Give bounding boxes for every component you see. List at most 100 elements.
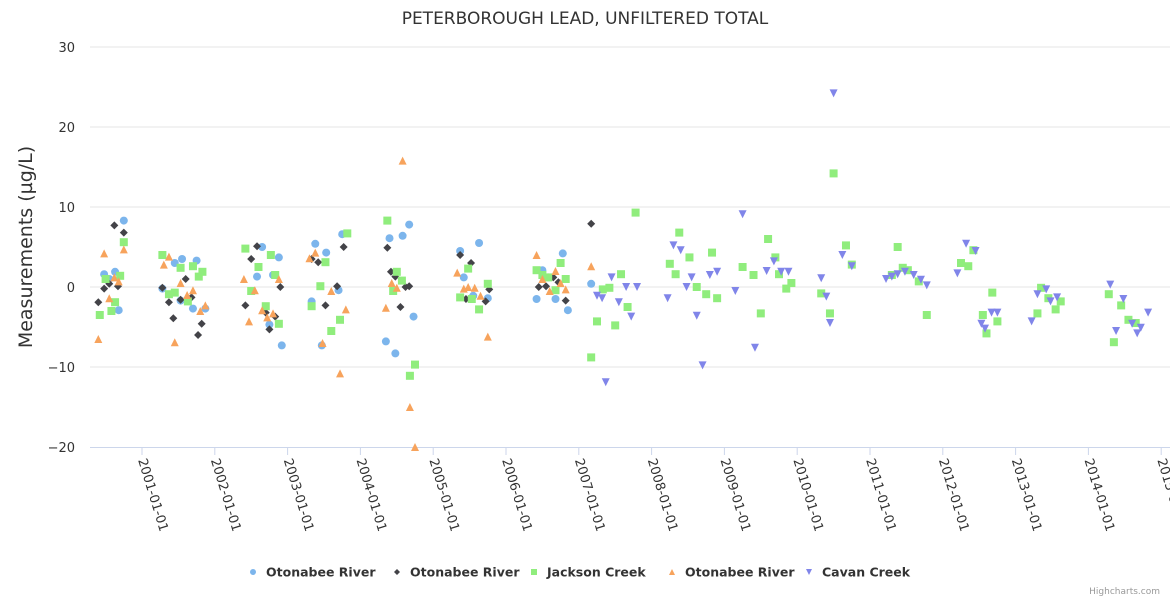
data-point[interactable] xyxy=(239,275,248,283)
data-point[interactable] xyxy=(198,267,207,276)
data-point[interactable] xyxy=(411,360,419,369)
data-point[interactable] xyxy=(341,305,350,314)
data-point[interactable] xyxy=(593,291,601,300)
data-point[interactable] xyxy=(607,273,616,282)
data-point[interactable] xyxy=(188,286,197,295)
data-point[interactable] xyxy=(305,254,314,263)
data-point[interactable] xyxy=(467,295,476,303)
data-point[interactable] xyxy=(459,273,468,282)
credits-link[interactable]: Highcharts.com xyxy=(1089,587,1160,597)
data-point[interactable] xyxy=(100,249,109,258)
data-point[interactable] xyxy=(1133,329,1142,338)
data-point[interactable] xyxy=(1117,301,1126,310)
data-point[interactable] xyxy=(314,258,323,267)
data-point[interactable] xyxy=(159,260,168,269)
data-point[interactable] xyxy=(631,208,640,217)
data-point[interactable] xyxy=(110,221,119,230)
data-point[interactable] xyxy=(556,279,565,287)
data-point[interactable] xyxy=(922,311,931,319)
data-point[interactable] xyxy=(669,241,678,250)
data-point[interactable] xyxy=(705,271,714,279)
data-point[interactable] xyxy=(101,275,110,283)
data-point[interactable] xyxy=(598,285,607,294)
data-point[interactable] xyxy=(561,285,570,294)
data-point[interactable] xyxy=(456,251,465,259)
data-point[interactable] xyxy=(483,279,492,288)
data-point[interactable] xyxy=(94,335,103,343)
data-point[interactable] xyxy=(1051,305,1060,314)
data-point[interactable] xyxy=(784,267,793,276)
data-point[interactable] xyxy=(887,272,896,281)
data-point[interactable] xyxy=(258,243,267,251)
data-point[interactable] xyxy=(1042,285,1051,294)
data-point[interactable] xyxy=(381,337,390,346)
data-point[interactable] xyxy=(392,267,401,276)
data-point[interactable] xyxy=(114,277,123,286)
data-point[interactable] xyxy=(254,263,263,271)
data-point[interactable] xyxy=(475,239,484,247)
data-point[interactable] xyxy=(538,275,547,283)
data-point[interactable] xyxy=(197,319,206,328)
data-point[interactable] xyxy=(247,255,256,263)
data-point[interactable] xyxy=(622,283,631,291)
data-point[interactable] xyxy=(322,248,331,257)
data-point[interactable] xyxy=(316,282,325,291)
data-point[interactable] xyxy=(713,294,722,303)
data-point[interactable] xyxy=(749,271,758,279)
data-point[interactable] xyxy=(164,298,173,307)
data-point[interactable] xyxy=(170,338,179,347)
data-point[interactable] xyxy=(676,246,685,255)
data-point[interactable] xyxy=(1027,317,1036,326)
data-point[interactable] xyxy=(587,219,596,228)
data-point[interactable] xyxy=(775,270,783,279)
data-point[interactable] xyxy=(245,317,254,326)
data-point[interactable] xyxy=(633,283,642,291)
data-point[interactable] xyxy=(119,216,128,225)
data-point[interactable] xyxy=(551,267,560,275)
data-point[interactable] xyxy=(1053,293,1062,302)
data-point[interactable] xyxy=(551,286,560,295)
data-point[interactable] xyxy=(1056,297,1065,306)
data-point[interactable] xyxy=(398,156,407,165)
data-point[interactable] xyxy=(265,325,274,334)
data-point[interactable] xyxy=(957,259,965,267)
data-point[interactable] xyxy=(405,371,414,380)
data-point[interactable] xyxy=(825,319,834,327)
data-point[interactable] xyxy=(598,294,607,303)
data-point[interactable] xyxy=(194,331,203,339)
data-point[interactable] xyxy=(675,228,684,237)
data-point[interactable] xyxy=(321,258,330,267)
data-point[interactable] xyxy=(817,274,826,283)
data-point[interactable] xyxy=(405,403,414,411)
data-point[interactable] xyxy=(178,255,187,263)
data-point[interactable] xyxy=(1144,308,1153,317)
data-point[interactable] xyxy=(318,339,327,347)
data-point[interactable] xyxy=(614,298,623,307)
data-point[interactable] xyxy=(201,301,210,310)
data-point[interactable] xyxy=(263,313,272,322)
data-point[interactable] xyxy=(825,309,834,318)
data-point[interactable] xyxy=(962,239,971,248)
data-point[interactable] xyxy=(841,241,850,250)
data-point[interactable] xyxy=(392,283,401,292)
data-point[interactable] xyxy=(188,262,197,271)
data-point[interactable] xyxy=(682,283,691,291)
data-point[interactable] xyxy=(1136,323,1145,332)
data-point[interactable] xyxy=(321,301,330,310)
data-point[interactable] xyxy=(561,296,570,305)
data-point[interactable] xyxy=(253,242,262,251)
data-point[interactable] xyxy=(464,264,473,273)
data-point[interactable] xyxy=(777,267,786,276)
data-point[interactable] xyxy=(391,349,400,358)
data-point[interactable] xyxy=(847,262,856,271)
data-point[interactable] xyxy=(311,248,320,257)
data-point[interactable] xyxy=(551,295,560,303)
data-point[interactable] xyxy=(1112,327,1121,335)
data-point[interactable] xyxy=(822,292,831,301)
data-point[interactable] xyxy=(111,298,120,307)
data-point[interactable] xyxy=(158,251,167,259)
data-point[interactable] xyxy=(397,276,406,285)
data-point[interactable] xyxy=(274,275,283,283)
data-point[interactable] xyxy=(396,303,405,311)
data-point[interactable] xyxy=(663,294,672,303)
